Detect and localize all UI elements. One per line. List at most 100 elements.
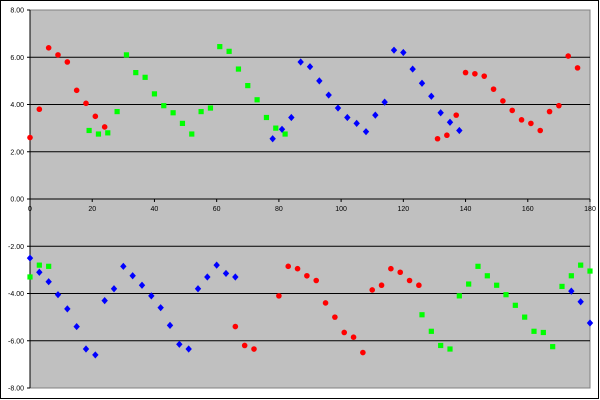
data-point — [472, 70, 478, 77]
data-point — [151, 91, 158, 97]
data-point — [189, 131, 195, 137]
data-point — [263, 114, 270, 121]
data-point — [73, 322, 80, 331]
data-point — [438, 342, 444, 349]
data-point — [251, 346, 257, 352]
data-point — [360, 349, 366, 356]
x-tick-label: 100 — [335, 206, 347, 213]
data-point — [306, 63, 314, 71]
data-point — [378, 282, 385, 289]
data-point — [503, 292, 509, 298]
data-point — [428, 328, 434, 334]
data-point — [416, 282, 422, 289]
data-point — [129, 272, 136, 280]
data-point — [185, 345, 192, 353]
data-point — [568, 273, 574, 279]
data-point — [419, 312, 425, 318]
y-tick-label: 4.00 — [10, 102, 24, 109]
data-point — [288, 113, 295, 122]
data-point — [198, 108, 204, 115]
data-point — [232, 323, 239, 330]
data-point — [207, 105, 214, 111]
data-point — [559, 283, 565, 290]
data-point — [297, 58, 304, 66]
data-point — [362, 128, 370, 136]
axes — [27, 9, 591, 389]
data-point — [546, 108, 553, 115]
data-point — [64, 305, 71, 313]
data-point — [55, 52, 61, 58]
data-point — [568, 287, 575, 295]
data-point — [282, 131, 288, 137]
data-point — [64, 59, 71, 65]
data-point — [27, 134, 33, 141]
data-point — [334, 104, 342, 112]
data-point — [372, 111, 379, 119]
data-point — [92, 113, 99, 120]
data-point — [350, 334, 357, 341]
data-point — [406, 277, 413, 284]
data-point — [161, 103, 167, 109]
data-point — [418, 79, 426, 87]
data-point — [341, 329, 348, 336]
data-point — [105, 130, 111, 136]
y-tick-label: -2.00 — [8, 244, 24, 251]
data-point — [490, 86, 497, 92]
y-tick-label: -6.00 — [8, 338, 24, 345]
data-point — [437, 109, 444, 117]
x-tick-label: 60 — [213, 206, 221, 213]
y-tick-label: 2.00 — [10, 149, 24, 156]
y-tick-label: -4.00 — [8, 291, 24, 298]
data-point — [447, 346, 453, 352]
data-point — [133, 70, 139, 76]
data-point — [73, 87, 80, 94]
y-tick-label: -8.00 — [8, 386, 24, 393]
data-point — [86, 127, 92, 134]
data-point — [235, 66, 242, 72]
x-tick-label: 180 — [584, 206, 596, 213]
data-point — [456, 126, 463, 135]
data-point — [294, 265, 301, 272]
data-point — [232, 273, 239, 281]
data-point — [46, 263, 52, 269]
data-point — [531, 328, 537, 334]
data-points — [26, 44, 594, 359]
data-point — [92, 351, 99, 359]
data-point — [26, 254, 34, 262]
data-point — [587, 268, 593, 274]
data-point — [226, 48, 232, 54]
data-point — [522, 314, 528, 320]
data-point — [481, 73, 488, 79]
data-point — [54, 291, 62, 299]
data-point — [194, 285, 202, 293]
data-point — [574, 65, 581, 71]
data-point — [36, 262, 42, 268]
x-tick-label: 140 — [460, 206, 472, 213]
data-point — [27, 274, 33, 280]
data-point — [138, 281, 146, 289]
data-point — [204, 273, 211, 281]
data-point — [344, 113, 351, 122]
data-point — [304, 272, 310, 279]
data-point — [550, 344, 556, 350]
data-point — [446, 118, 454, 126]
y-tick-label: 0.00 — [10, 197, 24, 204]
data-point — [428, 92, 435, 100]
x-tick-label: 120 — [397, 206, 409, 213]
data-point — [353, 119, 360, 127]
data-point — [36, 268, 43, 276]
data-point — [397, 269, 404, 276]
data-point — [586, 319, 594, 327]
data-point — [381, 98, 388, 106]
data-point — [170, 110, 176, 116]
data-point — [176, 340, 183, 348]
data-point — [273, 125, 279, 131]
data-point — [537, 127, 544, 134]
data-point — [276, 293, 282, 299]
data-point — [540, 329, 546, 336]
data-point — [45, 45, 52, 51]
data-point — [142, 74, 148, 80]
data-point — [213, 261, 220, 269]
